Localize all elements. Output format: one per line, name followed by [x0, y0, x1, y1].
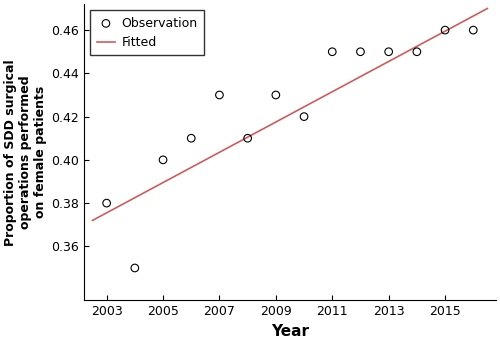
Observation — [244, 135, 252, 141]
Observation — [159, 157, 167, 163]
Observation — [328, 49, 336, 55]
Observation — [187, 135, 195, 141]
Observation — [102, 200, 110, 206]
Observation — [131, 265, 139, 271]
Y-axis label: Proportion of SDD surgical
operations performed
on female patients: Proportion of SDD surgical operations pe… — [4, 59, 47, 246]
X-axis label: Year: Year — [271, 324, 309, 339]
Observation — [216, 92, 224, 98]
Observation — [384, 49, 392, 55]
Observation — [441, 27, 449, 33]
Legend: Observation, Fitted: Observation, Fitted — [90, 10, 204, 55]
Observation — [300, 114, 308, 119]
Observation — [413, 49, 421, 55]
Observation — [356, 49, 364, 55]
Observation — [272, 92, 280, 98]
Observation — [470, 27, 478, 33]
